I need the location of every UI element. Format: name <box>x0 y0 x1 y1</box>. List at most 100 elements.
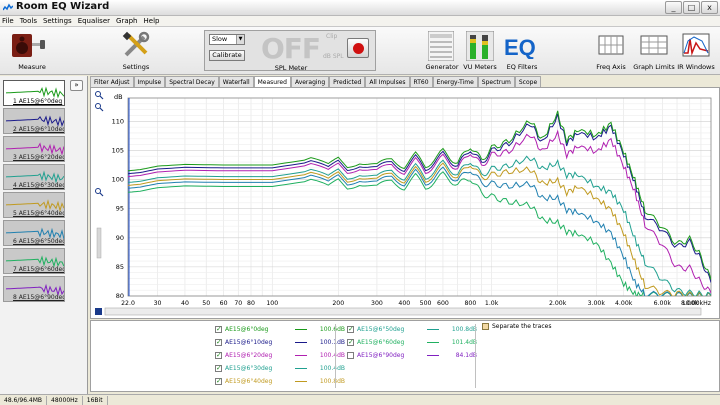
tab-energy-time[interactable]: Energy-Time <box>432 76 478 87</box>
menu-graph[interactable]: Graph <box>116 17 138 25</box>
measurement-name: 5 AE15@6°40deg <box>13 210 65 217</box>
legend-value: 100.8dB <box>319 378 345 385</box>
legend-value: 84.1dB <box>455 352 477 359</box>
legend-checkbox[interactable] <box>215 338 222 346</box>
legend-name: AE15@6°60deg <box>357 339 405 346</box>
measurement-item[interactable]: 6 AE15@6°50deg <box>3 220 65 246</box>
freq-axis-icon <box>598 35 624 55</box>
menu-help[interactable]: Help <box>143 17 160 25</box>
freq-axis-label: Freq Axis <box>596 63 626 71</box>
x-tick-label: 60 <box>220 300 228 307</box>
y-tick-label: 95 <box>116 205 124 213</box>
menu-settings[interactable]: Settings <box>42 17 72 25</box>
tab-waterfall[interactable]: Waterfall <box>218 76 254 87</box>
graph-limits-button[interactable]: Graph Limits <box>633 29 675 73</box>
x-tick-label: 300 <box>371 300 383 307</box>
zoom-icon[interactable] <box>95 103 104 112</box>
zoom-icon[interactable] <box>95 91 104 100</box>
spl-record-button[interactable] <box>347 38 369 58</box>
measurement-name: 3 AE15@6°20deg <box>13 154 65 161</box>
maximize-button[interactable]: □ <box>683 1 700 14</box>
horizontal-scrollbar[interactable] <box>104 307 702 316</box>
vertical-scroll-handle[interactable] <box>96 227 102 259</box>
tab-scope[interactable]: Scope <box>514 76 542 87</box>
tab-filter-adjust[interactable]: Filter Adjust <box>90 76 134 87</box>
measurement-item[interactable]: 1 AE15@6°0deg <box>3 80 65 106</box>
x-tick-label: 800 <box>464 300 476 307</box>
tools-settings-icon <box>122 31 150 57</box>
tab-spectral-decay[interactable]: Spectral Decay <box>165 76 219 87</box>
legend-name: AE15@6°10deg <box>225 339 273 346</box>
legend-checkbox[interactable] <box>215 351 222 359</box>
eq-filters-button[interactable]: EQ EQ Filters <box>502 29 542 73</box>
legend-panel: AE15@6°0deg100.6dBAE15@6°10deg100.1dBAE1… <box>90 320 720 392</box>
tab-spectrum[interactable]: Spectrum <box>477 76 515 87</box>
eq-icon: EQ <box>504 35 536 59</box>
y-tick-label: 90 <box>116 234 124 242</box>
measurement-thumbnail <box>5 283 64 297</box>
clip-indicator: Clip <box>326 33 338 40</box>
separate-traces-toggle[interactable]: Separate the traces <box>482 323 551 330</box>
zoom-icon[interactable] <box>95 188 104 197</box>
bit-depth-status: 16Bit <box>83 395 108 405</box>
measurement-item[interactable]: 2 AE15@6°10deg <box>3 108 65 134</box>
menu-equaliser[interactable]: Equaliser <box>77 17 111 25</box>
legend-checkbox[interactable] <box>347 352 354 359</box>
legend-checkbox[interactable] <box>215 364 222 372</box>
measurement-item[interactable]: 3 AE15@6°20deg <box>3 136 65 162</box>
spl-mode-select[interactable]: Slow ▼ <box>209 34 245 45</box>
legend-checkbox[interactable] <box>347 338 354 346</box>
legend-checkbox[interactable] <box>215 325 222 333</box>
vu-meters-button[interactable]: VU Meters <box>462 29 498 73</box>
ir-windows-button[interactable]: IR Windows <box>676 29 716 73</box>
series-line <box>128 171 711 296</box>
minimize-button[interactable]: _ <box>665 1 682 14</box>
legend-swatch <box>295 329 307 330</box>
measurement-item[interactable]: 5 AE15@6°40deg <box>3 192 65 218</box>
generator-button[interactable]: Generator <box>424 29 460 73</box>
save-icon[interactable] <box>95 308 102 315</box>
graph-limits-icon <box>640 35 668 55</box>
x-tick-label: 30 <box>154 300 162 307</box>
chevron-down-icon: ▼ <box>236 35 244 44</box>
legend-divider <box>335 324 336 388</box>
title-bar: Room EQ Wizard _ □ x <box>0 0 720 16</box>
frequency-response-chart[interactable]: 80 85 90 95 100 105 110 dB 22.0 30 40 50 60 70 80 100 20… <box>91 88 719 318</box>
legend-checkbox[interactable] <box>215 377 222 385</box>
tab-rt60[interactable]: RT60 <box>409 76 433 87</box>
tab-all-impulses[interactable]: All Impulses <box>365 76 410 87</box>
x-tick-label: 2.00k <box>549 300 567 307</box>
separate-traces-checkbox[interactable] <box>482 323 489 330</box>
legend-divider <box>475 324 476 388</box>
legend-value: 100.4dB <box>319 352 345 359</box>
measure-button[interactable]: Measure <box>4 29 60 73</box>
expand-list-button[interactable]: » <box>70 80 83 91</box>
sample-rate-status: 48000Hz <box>47 395 83 405</box>
tab-predicted[interactable]: Predicted <box>329 76 366 87</box>
legend-value: 101.4dB <box>451 339 477 346</box>
legend-name: AE15@6°20deg <box>225 352 273 359</box>
measurement-thumbnail <box>5 115 64 127</box>
measurement-thumbnail <box>5 142 64 156</box>
menu-file[interactable]: File <box>2 17 14 25</box>
x-tick-label: 70 <box>234 300 242 307</box>
measurement-item[interactable]: 7 AE15@6°60deg <box>3 248 65 274</box>
y-tick-label: 110 <box>112 117 124 125</box>
tab-averaging[interactable]: Averaging <box>290 76 330 87</box>
calibrate-button[interactable]: Calibrate <box>209 50 245 61</box>
legend-checkbox[interactable] <box>347 325 354 333</box>
freq-axis-button[interactable]: Freq Axis <box>592 29 630 73</box>
measurement-item[interactable]: 8 AE15@6°90deg <box>3 276 65 302</box>
graph-limits-label: Graph Limits <box>633 63 675 71</box>
measure-label: Measure <box>18 63 46 71</box>
menu-tools[interactable]: Tools <box>19 17 37 25</box>
tab-impulse[interactable]: Impulse <box>133 76 166 87</box>
settings-button[interactable]: Settings <box>108 29 164 73</box>
spl-meter-panel: Slow ▼ Calibrate OFF Clip dB SPL SPL Met… <box>204 30 376 72</box>
plot-frame <box>127 97 712 297</box>
measurement-item[interactable]: 4 AE15@6°30deg <box>3 164 65 190</box>
close-button[interactable]: x <box>701 1 718 14</box>
measurement-thumbnail <box>5 86 64 99</box>
x-tick-label: 1.0k <box>485 300 499 307</box>
tab-measured[interactable]: Measured <box>253 76 291 88</box>
